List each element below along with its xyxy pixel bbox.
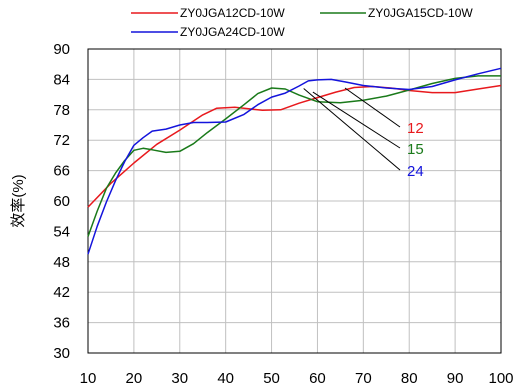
legend-label-1: ZY0JGA12CD-10W xyxy=(180,6,285,20)
y-axis-label: 效率(%) xyxy=(10,174,27,227)
annotation-layer: 12 15 24 xyxy=(303,87,424,180)
legend: ZY0JGA12CD-10W ZY0JGA15CD-10W ZY0JGA24CD-1… xyxy=(131,6,473,39)
annotation-label-24: 24 xyxy=(407,163,424,180)
y-tick-label: 48 xyxy=(53,254,70,271)
plot-frame xyxy=(87,48,502,354)
legend-label-3: ZY0JGA24CD-10W xyxy=(180,25,285,39)
y-tick-label: 30 xyxy=(53,345,70,362)
x-tick-label: 30 xyxy=(171,370,188,387)
x-tick-label: 60 xyxy=(309,370,326,387)
y-tick-label: 42 xyxy=(53,284,70,301)
series-line-1 xyxy=(87,84,502,208)
y-tick-label: 66 xyxy=(53,163,70,180)
y-tick-labels: 30 36 42 48 54 60 66 72 78 84 90 xyxy=(53,41,70,362)
y-tick-label: 78 xyxy=(53,102,70,119)
x-tick-label: 70 xyxy=(355,370,372,387)
y-tick-label: 54 xyxy=(53,223,70,240)
x-tick-label: 50 xyxy=(263,370,280,387)
annotation-label-12: 12 xyxy=(407,120,424,137)
y-tick-label: 60 xyxy=(53,193,70,210)
x-tick-label: 100 xyxy=(488,370,513,387)
x-tick-labels: 10 20 30 40 50 60 70 80 90 100 xyxy=(80,370,514,387)
x-tick-label: 90 xyxy=(447,370,464,387)
y-tick-label: 90 xyxy=(53,41,70,58)
annotation-leader-12 xyxy=(344,87,401,128)
y-tick-label: 36 xyxy=(53,315,70,332)
annotation-leader-15 xyxy=(312,91,401,149)
series-layer xyxy=(87,67,502,255)
y-tick-label: 72 xyxy=(53,132,70,149)
x-tick-label: 40 xyxy=(217,370,234,387)
x-tick-label: 20 xyxy=(126,370,143,387)
legend-label-2: ZY0JGA15CD-10W xyxy=(368,6,473,20)
x-tick-label: 80 xyxy=(401,370,418,387)
x-tick-label: 10 xyxy=(80,370,97,387)
series-line-3 xyxy=(87,67,502,255)
y-tick-label: 84 xyxy=(53,71,70,88)
annotation-label-15: 15 xyxy=(407,141,424,158)
annotation-leader-24 xyxy=(303,88,401,171)
